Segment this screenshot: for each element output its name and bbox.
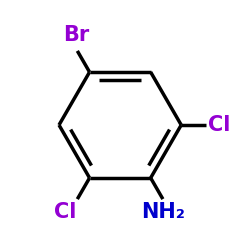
Text: Cl: Cl [208, 115, 231, 135]
Text: Cl: Cl [54, 202, 77, 222]
Text: Br: Br [64, 25, 90, 45]
Text: NH₂: NH₂ [142, 202, 186, 222]
